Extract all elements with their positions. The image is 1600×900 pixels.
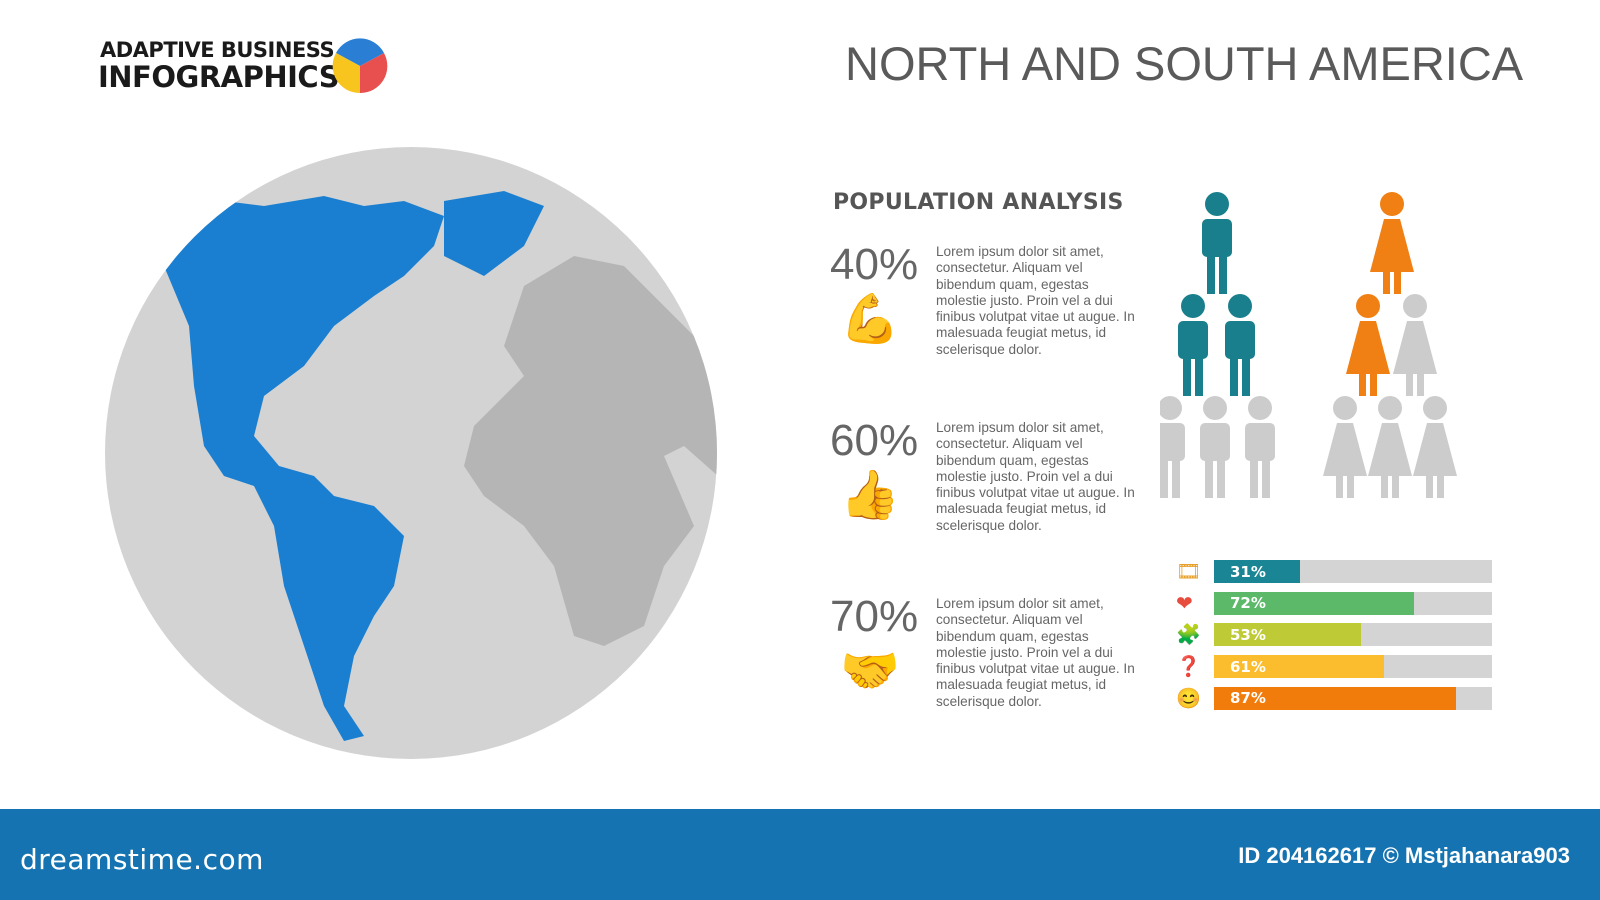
man-figure-icon xyxy=(1202,192,1232,294)
heart-icon: ❤ xyxy=(1176,592,1193,615)
woman-figure-icon xyxy=(1346,294,1390,396)
progress-fill: 61% xyxy=(1214,655,1384,679)
progress-fill: 87% xyxy=(1214,686,1456,710)
progress-label: 61% xyxy=(1230,657,1266,676)
stat-percent: 60% xyxy=(830,416,919,465)
progress-bar: 61% xyxy=(1214,655,1492,679)
progress-fill: 31% xyxy=(1214,560,1301,583)
progress-label: 87% xyxy=(1230,689,1266,708)
brand-pie-logo xyxy=(332,38,388,94)
americas-land xyxy=(164,196,444,741)
globe-map xyxy=(105,147,717,759)
section-title: POPULATION ANALYSIS xyxy=(833,190,1124,215)
woman-figure-icon xyxy=(1368,396,1412,498)
europe-africa-land xyxy=(464,256,717,646)
puzzle-icon: 🧩 xyxy=(1176,624,1201,647)
progress-label: 53% xyxy=(1230,625,1266,644)
progress-label: 31% xyxy=(1230,562,1266,581)
footer-site: dreamstime.com xyxy=(20,843,264,876)
thumbs-up-chat-icon: 👍 xyxy=(840,469,900,522)
stat-description: Lorem ipsum dolor sit amet, consectetur.… xyxy=(936,420,1135,533)
stat-percent: 70% xyxy=(830,592,919,641)
brand-line1: ADAPTIVE BUSINESS xyxy=(100,38,335,62)
progress-bar: 87% xyxy=(1214,686,1492,710)
progress-fill: 53% xyxy=(1214,623,1362,647)
footer-bar xyxy=(0,809,1600,900)
man-figure-icon xyxy=(1200,396,1230,498)
progress-bar: 53% xyxy=(1214,623,1492,647)
stat-description: Lorem ipsum dolor sit amet, consectetur.… xyxy=(936,244,1135,357)
brand-line2: INFOGRAPHICS xyxy=(98,60,340,94)
woman-figure-icon xyxy=(1323,396,1367,498)
man-figure-icon xyxy=(1160,396,1185,498)
man-figure-icon xyxy=(1178,294,1208,396)
question-icon: ❓ xyxy=(1176,656,1201,679)
woman-figure-icon xyxy=(1393,294,1437,396)
people-pyramid xyxy=(1160,192,1457,498)
face-icon: 😊 xyxy=(1176,687,1201,710)
man-figure-icon xyxy=(1225,294,1255,396)
footer-id: ID 204162617 © Mstjahanara903 xyxy=(1238,843,1570,868)
progress-label: 72% xyxy=(1230,594,1266,613)
page-title: NORTH AND SOUTH AMERICA xyxy=(845,37,1524,90)
progress-bar: 72% xyxy=(1214,591,1492,615)
handshake-icon: 🤝 xyxy=(840,645,900,698)
woman-figure-icon xyxy=(1370,192,1414,294)
stat-percent: 40% xyxy=(830,240,919,289)
arm-wrestling-icon: 💪 xyxy=(840,293,900,346)
greenland-land xyxy=(444,191,544,276)
stat-description: Lorem ipsum dolor sit amet, consectetur.… xyxy=(936,596,1135,709)
man-figure-icon xyxy=(1245,396,1275,498)
video-browser-icon: 🎞 xyxy=(1176,561,1202,583)
progress-fill: 72% xyxy=(1214,591,1415,615)
woman-figure-icon xyxy=(1413,396,1457,498)
progress-bar: 31% xyxy=(1214,560,1492,583)
